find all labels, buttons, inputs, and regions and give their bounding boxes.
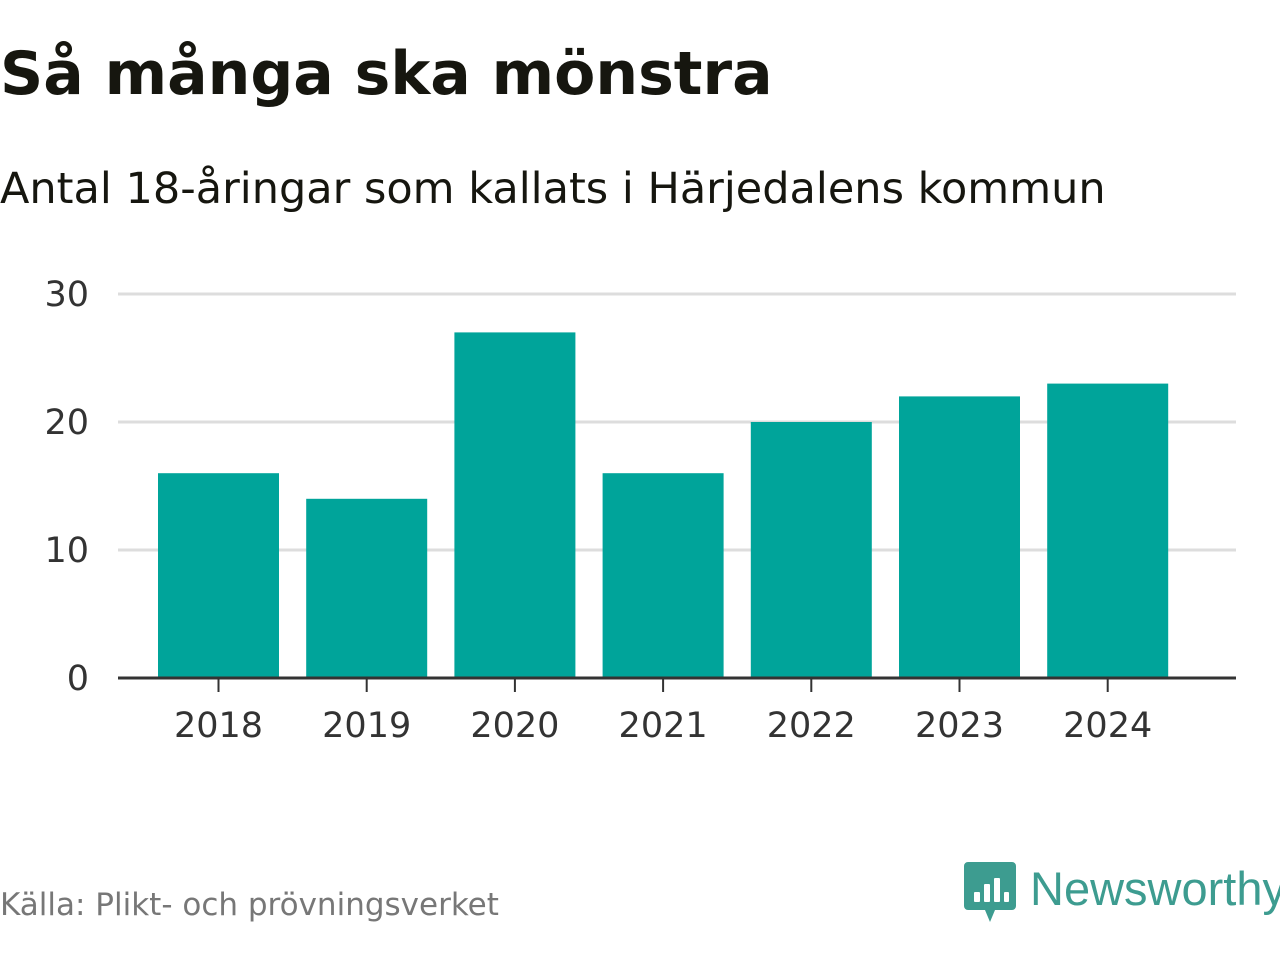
x-tick-label: 2024 bbox=[1063, 706, 1152, 746]
bar-2021 bbox=[602, 473, 724, 678]
chart-subtitle: Antal 18-åringar som kallats i Härjedale… bbox=[0, 164, 1106, 214]
x-tick-label: 2022 bbox=[767, 706, 856, 746]
y-tick-label: 10 bbox=[44, 531, 89, 571]
x-tick-label: 2020 bbox=[470, 706, 559, 746]
newsworthy-logo-icon bbox=[964, 862, 1016, 922]
bar-2020 bbox=[454, 332, 576, 678]
brand-name: Newsworthy bbox=[1030, 862, 1280, 915]
y-tick-label: 30 bbox=[44, 275, 89, 315]
y-tick-label: 0 bbox=[67, 659, 89, 699]
x-tick-label: 2019 bbox=[322, 706, 411, 746]
brand-logo: Newsworthy bbox=[964, 862, 1280, 924]
bars bbox=[158, 332, 1169, 678]
bar-2024 bbox=[1047, 383, 1169, 678]
bar-2023 bbox=[899, 396, 1020, 678]
bar-2018 bbox=[158, 473, 279, 678]
source-note: Källa: Plikt- och prövningsverket bbox=[0, 887, 499, 923]
bar-2019 bbox=[306, 498, 428, 678]
x-tick-label: 2021 bbox=[619, 706, 708, 746]
x-tick-label: 2023 bbox=[915, 706, 1004, 746]
y-tick-label: 20 bbox=[44, 403, 89, 443]
bar-chart: 2018 2019 2020 2021 2022 2023 2024 0 10 20 30 bbox=[44, 275, 1236, 746]
chart-title: Så många ska mönstra bbox=[0, 39, 773, 109]
y-axis-labels: 0 10 20 30 bbox=[44, 275, 89, 699]
x-tick-label: 2018 bbox=[174, 706, 263, 746]
x-axis: 2018 2019 2020 2021 2022 2023 2024 bbox=[118, 676, 1236, 746]
bar-2022 bbox=[750, 422, 872, 678]
